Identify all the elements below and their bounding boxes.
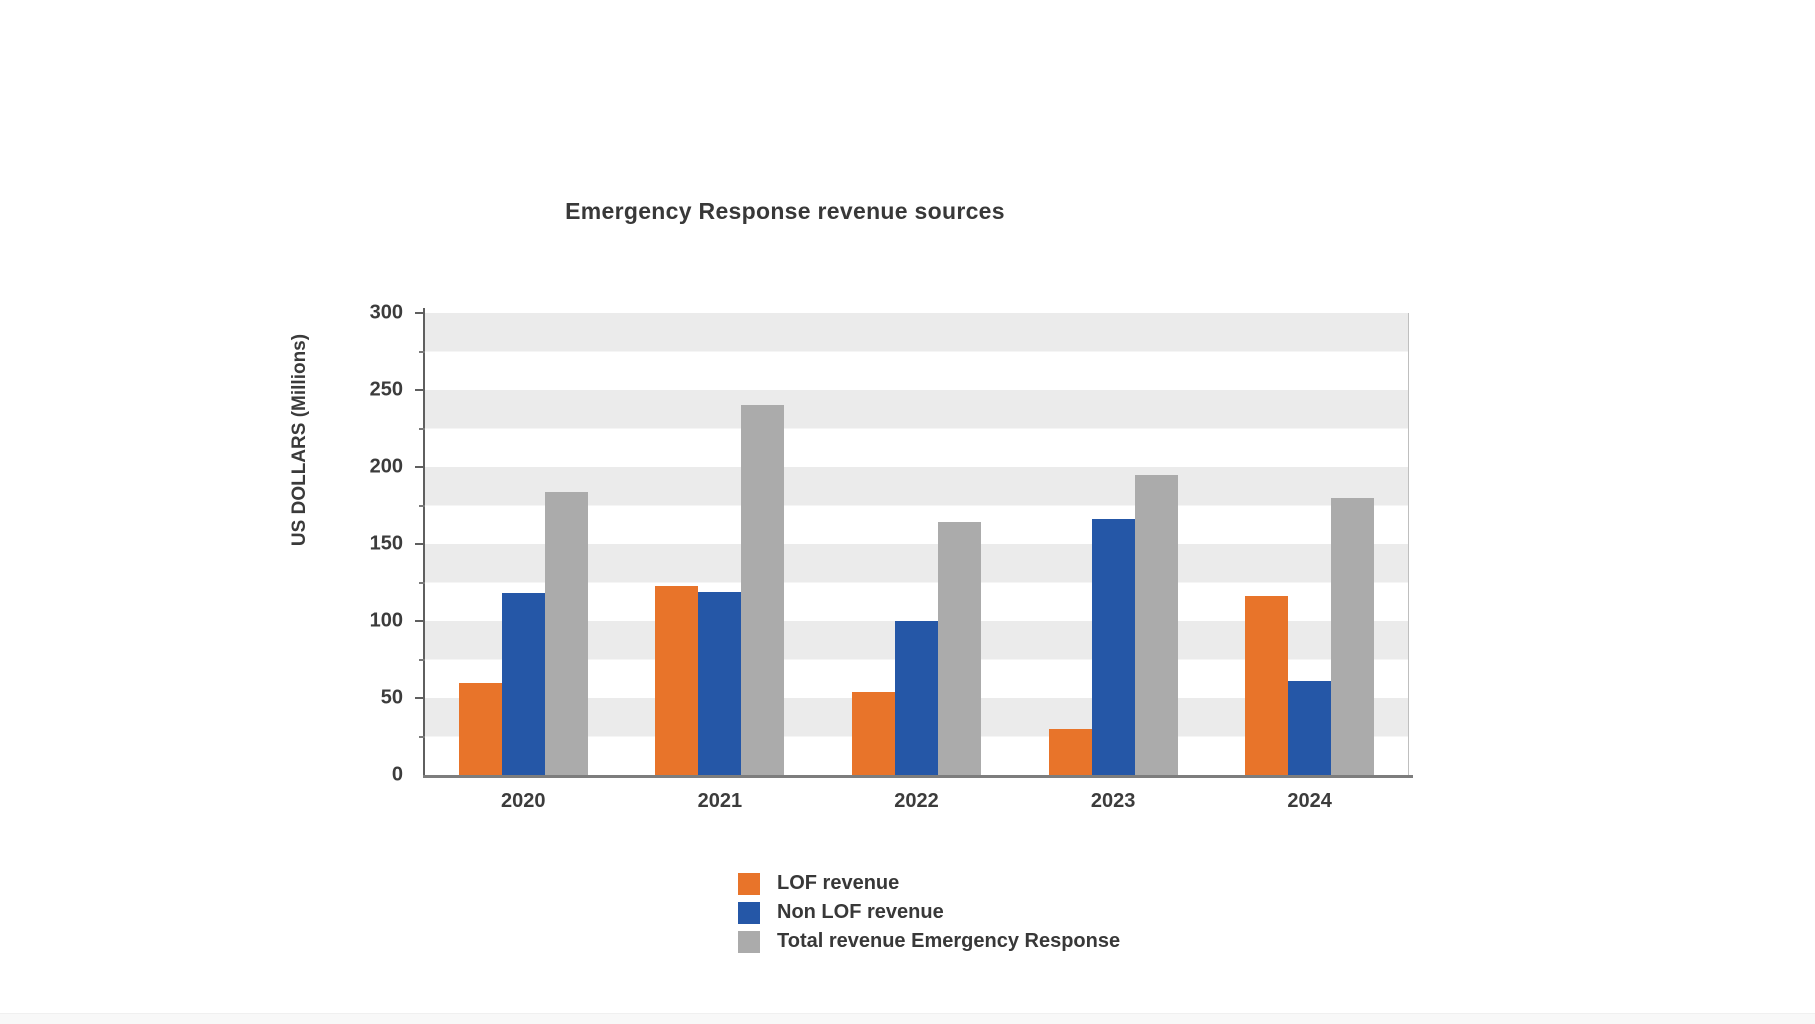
y-tick-mark-200: [415, 466, 425, 468]
legend-label: Total revenue Emergency Response: [777, 930, 1121, 952]
y-tick-label-50: 50: [380, 686, 403, 709]
bar-2022-lof-revenue: [851, 691, 895, 775]
legend-item-non-lof-revenue: Non LOF revenue: [738, 901, 1120, 924]
bar-group-2022: [818, 313, 1015, 775]
bar-2020-total-revenue-emergency-response: [544, 491, 588, 775]
y-minor-tick-mark-75: [419, 658, 425, 661]
y-tick-mark-150: [415, 543, 425, 545]
bar-2023-lof-revenue: [1048, 728, 1092, 775]
y-tick-mark-50: [415, 697, 425, 699]
y-minor-tick-mark-225: [419, 427, 425, 430]
x-label-2020: 2020: [501, 790, 546, 812]
y-tick-label-250: 250: [369, 378, 403, 401]
bar-2022-total-revenue-emergency-response: [937, 522, 981, 775]
bar-group-2024: [1211, 313, 1408, 775]
y-tick-mark-100: [415, 620, 425, 622]
y-tick-label-150: 150: [369, 532, 403, 555]
bar-2020-lof-revenue: [458, 682, 502, 775]
x-axis-line: [423, 775, 1413, 778]
y-tick-mark-300: [415, 312, 425, 314]
legend-swatch-gray: [738, 930, 760, 953]
bars-layer: [425, 313, 1408, 775]
y-minor-tick-mark-275: [419, 350, 425, 353]
x-label-2024: 2024: [1287, 790, 1332, 812]
x-axis-labels: 2020 2021 2022 2023 2024: [425, 790, 1408, 813]
x-label-2023: 2023: [1090, 790, 1136, 812]
y-tick-mark-250: [415, 389, 425, 391]
y-tick-label-100: 100: [369, 609, 403, 632]
bar-group-2021: [622, 313, 819, 775]
y-tick-label-200: 200: [369, 455, 403, 478]
legend-item-total-revenue: Total revenue Emergency Response: [738, 930, 1120, 953]
x-label-2022: 2022: [894, 790, 939, 812]
bar-2020-non-lof-revenue: [501, 593, 545, 775]
y-axis-title: US DOLLARS (Millions): [289, 333, 310, 547]
bar-2022-non-lof-revenue: [894, 621, 938, 775]
bar-2023-total-revenue-emergency-response: [1134, 474, 1178, 775]
legend-item-lof-revenue: LOF revenue: [738, 872, 1120, 895]
legend-label: Non LOF revenue: [777, 901, 944, 923]
y-minor-tick-mark-125: [419, 581, 425, 584]
chart-title: Emergency Response revenue sources: [565, 198, 1005, 224]
legend-swatch-orange: [738, 872, 760, 895]
y-axis-line: [423, 308, 425, 777]
y-tick-label-300: 300: [369, 301, 403, 324]
plot-right-border: [1408, 313, 1409, 775]
page-bottom-strip: [0, 1013, 1815, 1024]
bar-2024-lof-revenue: [1245, 596, 1289, 775]
bar-group-2023: [1015, 313, 1212, 775]
legend-swatch-blue: [738, 901, 760, 924]
bar-2024-total-revenue-emergency-response: [1331, 497, 1375, 775]
x-label-2021: 2021: [697, 790, 743, 812]
legend: LOF revenue Non LOF revenue Total revenu…: [738, 872, 1120, 953]
y-tick-label-0: 0: [391, 763, 403, 786]
y-minor-tick-mark-25: [419, 735, 425, 738]
bar-2023-non-lof-revenue: [1091, 519, 1135, 775]
bar-2021-lof-revenue: [655, 585, 699, 775]
bar-2024-non-lof-revenue: [1288, 681, 1332, 775]
bar-2021-total-revenue-emergency-response: [741, 405, 785, 775]
bar-group-2020: [425, 313, 622, 775]
bar-2021-non-lof-revenue: [698, 591, 742, 775]
legend-label: LOF revenue: [777, 872, 900, 894]
y-minor-tick-mark-175: [419, 504, 425, 507]
